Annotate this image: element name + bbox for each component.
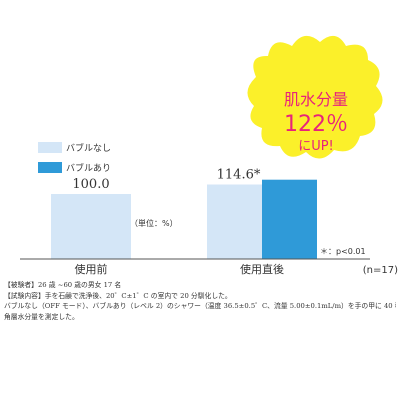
callout-line1: 肌水分量	[284, 90, 348, 109]
legend-item-no-bubble: バブルなし	[38, 140, 111, 154]
sample-size: (n=17)	[363, 265, 398, 276]
legend-swatch-no-bubble	[38, 141, 62, 153]
note-procedure: バブルなし（OFF モード）、バブルあり（レベル 2）のシャワー（温度 36.5…	[4, 302, 396, 310]
note-measurement: 角層水分量を測定した。	[4, 312, 79, 321]
bar-0-0	[51, 194, 131, 259]
legend-item-bubble: バブルあり	[38, 160, 111, 174]
test-notes: 【被験者】26 歳 ~60 歳の男女 17 名 【試験内容】手を石鹸で洗浄後、2…	[4, 280, 396, 322]
callout-line3: にUP!	[298, 139, 334, 154]
bar-1-1	[262, 179, 317, 259]
category-label-0: 使用前	[75, 262, 108, 276]
callout-starburst	[247, 35, 383, 159]
callout-badge: 肌水分量 122％ にUP!	[247, 35, 383, 159]
data-label-1: 114.6*	[217, 168, 261, 183]
bar-1-0	[207, 184, 262, 259]
bars-group: 100.0 114.6*	[51, 168, 317, 259]
legend-label-no-bubble: バブルなし	[66, 143, 112, 154]
category-label-1: 使用直後	[240, 262, 284, 276]
callout-line2: 122％	[284, 112, 348, 137]
unit-label: （単位：%）	[130, 218, 178, 228]
legend: バブルなし バブルあり	[38, 140, 111, 180]
legend-label-bubble: バブルあり	[66, 163, 112, 174]
legend-swatch-bubble	[38, 161, 62, 173]
data-label-0: 100.0	[72, 177, 109, 192]
note-subjects: 【被験者】26 歳 ~60 歳の男女 17 名	[4, 281, 122, 289]
note-test-content: 【試験内容】手を石鹸で洗浄後、20゜C±1゜C の室内で 20 分馴化した。	[4, 291, 232, 300]
bar-chart: 肌水分量 122％ にUP! 100.0 114.6* （単位：%） ＊：p<0.…	[20, 35, 398, 276]
significance-note: ＊：p<0.01	[320, 247, 366, 256]
